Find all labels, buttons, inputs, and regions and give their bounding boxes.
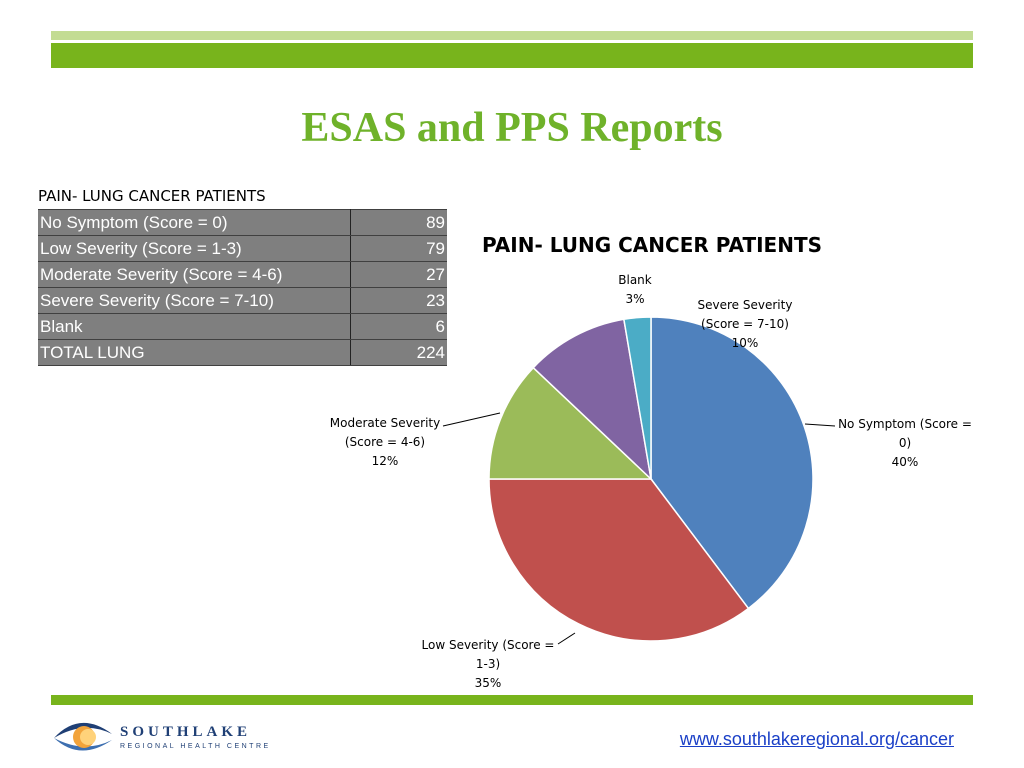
total-label: TOTAL LUNG: [38, 339, 351, 366]
row-value: 79: [350, 235, 447, 262]
table-row: Blank 6: [38, 313, 447, 340]
southlake-logo-icon: [54, 722, 112, 751]
slice-label: 0): [899, 436, 911, 450]
slice-label: 1-3): [476, 657, 500, 671]
slide-title: ESAS and PPS Reports: [301, 105, 723, 151]
row-label: Blank: [38, 313, 351, 340]
slice-label: (Score = 4-6): [345, 435, 425, 449]
table-row-total: TOTAL LUNG 224: [38, 339, 447, 366]
table-row: Moderate Severity (Score = 4-6) 27: [38, 261, 447, 288]
pie-slice: [488, 366, 653, 480]
pain-data-table: No Symptom (Score = 0) 89 Low Severity (…: [38, 209, 447, 366]
row-label: Low Severity (Score = 1-3): [38, 235, 351, 262]
slice-label: 12%: [372, 454, 399, 468]
row-label: Moderate Severity (Score = 4-6): [38, 261, 351, 288]
pie-slice: [488, 478, 750, 642]
pie-slice: [532, 318, 653, 482]
slice-label: (Score = 7-10): [701, 317, 789, 331]
pie-labels: No Symptom (Score = 0) 40% Low Severity (Sc…: [330, 273, 972, 690]
leader-line: [557, 632, 576, 645]
row-value: 27: [350, 261, 447, 288]
table-row: No Symptom (Score = 0) 89: [38, 209, 447, 236]
row-value: 23: [350, 287, 447, 314]
pie-slice: [622, 316, 652, 480]
slice-label: 3%: [625, 292, 644, 306]
table-row: Severe Severity (Score = 7-10) 23: [38, 287, 447, 314]
logo-subtitle: REGIONAL HEALTH CENTRE: [120, 743, 271, 750]
slice-label: No Symptom (Score =: [838, 417, 972, 431]
logo-name: SOUTHLAKE: [120, 724, 252, 740]
pie-slices: [488, 316, 814, 642]
total-value: 224: [350, 339, 447, 366]
slice-label: Blank: [618, 273, 652, 287]
slice-label: Severe Severity: [698, 298, 793, 312]
table-row: Low Severity (Score = 1-3) 79: [38, 235, 447, 262]
table-caption: PAIN- LUNG CANCER PATIENTS: [38, 187, 266, 205]
top-accent-bar-dark: [51, 43, 973, 68]
slice-label: 40%: [892, 455, 919, 469]
slice-label: 35%: [475, 676, 502, 690]
row-label: Severe Severity (Score = 7-10): [38, 287, 351, 314]
slice-label: Moderate Severity: [330, 416, 440, 430]
pie-slice: [650, 316, 814, 610]
row-value: 89: [350, 209, 447, 236]
leader-line: [804, 423, 836, 427]
pie-chart: PAIN- LUNG CANCER PATIENTS No Symptom (S…: [330, 233, 972, 690]
footer-url-link[interactable]: www.southlakeregional.org/cancer: [679, 729, 954, 749]
bottom-accent-bar: [51, 695, 973, 705]
top-accent-bar-light: [51, 31, 973, 40]
row-value: 6: [350, 313, 447, 340]
row-label: No Symptom (Score = 0): [38, 209, 351, 236]
slice-label: 10%: [732, 336, 759, 350]
chart-title: PAIN- LUNG CANCER PATIENTS: [482, 233, 822, 257]
leader-line: [442, 412, 501, 427]
slice-label: Low Severity (Score =: [422, 638, 555, 652]
